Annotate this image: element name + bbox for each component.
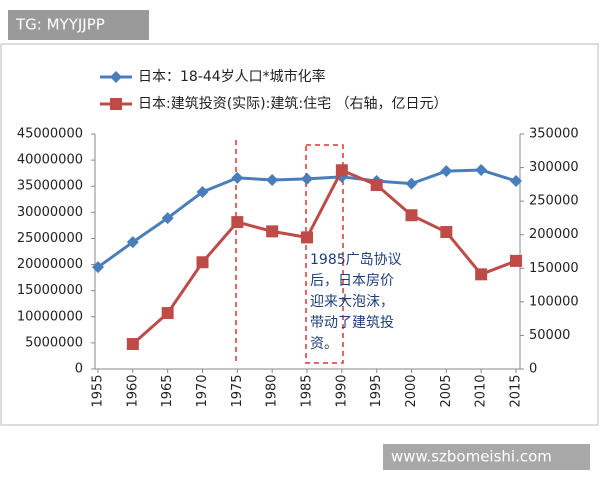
point: [370, 179, 383, 192]
point: [126, 338, 139, 351]
y-tick-label: 35000000: [17, 179, 83, 194]
frame: [0, 43, 599, 426]
point: [510, 254, 522, 267]
y2-tick-label: 50000: [529, 328, 570, 343]
point: [335, 164, 348, 177]
point: [92, 261, 104, 274]
x-tick-label: 1975: [230, 374, 245, 407]
badge: TG: MYYJJPP: [15, 16, 105, 34]
legend-label: 日本:建筑投资(实际):建筑:住宅 （右轴，亿日元）: [138, 96, 448, 112]
highlight-box: [305, 144, 344, 364]
y-tick-label: 20000000: [17, 257, 83, 272]
badge-box: [8, 10, 149, 40]
y2-tick-label: 0: [529, 362, 537, 377]
point: [231, 171, 244, 184]
point: [126, 236, 139, 249]
annotation: 1985广岛协议: [310, 252, 402, 268]
x-tick-label: 1955: [91, 374, 106, 407]
watermark: www.szbomeishi.com: [391, 448, 552, 466]
annotation: 迎来大泡沫，: [310, 294, 394, 310]
x-tick-label: 1995: [369, 374, 384, 407]
x-tick-label: 1970: [195, 374, 210, 407]
legend-label: 日本：18-44岁人口*城市化率: [138, 68, 326, 85]
point: [161, 307, 174, 320]
y-tick-label: 25000000: [17, 231, 83, 246]
y2-tick-label: 150000: [529, 261, 579, 276]
point: [161, 212, 174, 225]
x-tick-label: 1990: [334, 374, 349, 407]
point: [266, 173, 279, 186]
x-tick-label: 1985: [300, 374, 315, 407]
point: [440, 165, 453, 178]
x-tick-label: 1980: [265, 374, 280, 407]
point: [301, 231, 313, 244]
point: [405, 177, 418, 190]
point: [196, 185, 209, 198]
y2-tick-label: 300000: [529, 160, 579, 175]
y-tick-label: 40000000: [17, 153, 83, 168]
y2-tick-label: 250000: [529, 194, 579, 209]
y-tick-label: 45000000: [17, 127, 83, 142]
legend-marker: [110, 98, 122, 110]
y-tick-label: 10000000: [17, 309, 83, 324]
annotation: 后，日本房价: [310, 273, 394, 289]
point: [301, 172, 313, 185]
x-tick-label: 1965: [160, 374, 175, 407]
x-tick-label: 2010: [474, 374, 489, 407]
y2-tick-label: 200000: [529, 227, 579, 242]
point: [440, 226, 453, 239]
point: [475, 268, 488, 281]
point: [405, 209, 418, 222]
series-line: [131, 168, 517, 346]
annotation: 带动了建筑投: [310, 315, 394, 331]
point: [510, 175, 522, 187]
x-tick-label: 1960: [125, 374, 140, 407]
x-tick-label: 2015: [509, 374, 524, 407]
x-tick-label: 2000: [404, 374, 419, 407]
watermark-box: [383, 444, 590, 470]
legend-marker: [110, 71, 122, 83]
y2-tick-label: 100000: [529, 294, 579, 309]
point: [231, 216, 244, 229]
y-tick-label: 5000000: [25, 335, 83, 350]
x-tick-label: 2005: [439, 374, 454, 407]
annotation: 资。: [310, 336, 338, 352]
point: [266, 225, 279, 238]
y2-tick-label: 350000: [529, 127, 579, 142]
point: [196, 256, 209, 269]
y-tick-label: 15000000: [17, 283, 83, 298]
y-tick-label: 0: [75, 362, 83, 377]
y-tick-label: 30000000: [17, 205, 83, 220]
point: [475, 164, 488, 177]
